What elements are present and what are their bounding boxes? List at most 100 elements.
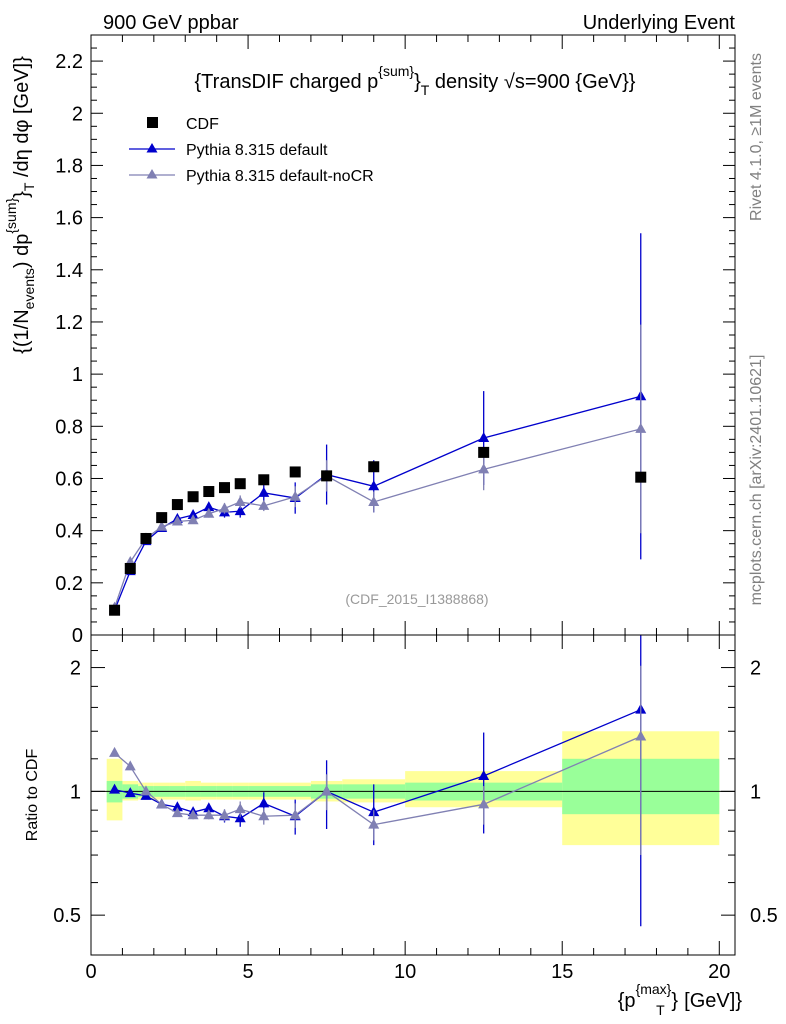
header-left: 900 GeV ppbar bbox=[103, 12, 239, 34]
data-point bbox=[289, 490, 301, 501]
ratio-data-point bbox=[321, 785, 333, 796]
y-tick-label: 0.4 bbox=[55, 521, 83, 543]
ratio-data-point bbox=[258, 797, 270, 808]
main-y-axis-label: {(1/Nevents) dp{sum}}T /dη dφ [GeV]} bbox=[3, 56, 37, 354]
main-x-ticks bbox=[90, 35, 720, 635]
data-point bbox=[234, 495, 246, 506]
x-axis: 0 5 10 15 20 bbox=[85, 635, 730, 983]
legend-label-cdf: CDF bbox=[186, 116, 219, 133]
mcplots-label: mcplots.cern.ch [arXiv:2401.10621] bbox=[748, 355, 765, 606]
legend-marker-nocr bbox=[146, 169, 158, 179]
legend-label-default: Pythia 8.315 default bbox=[186, 142, 328, 159]
main-y-axis: 0 0.2 0.4 0.6 0.8 1 1.2 1.4 1.6 1.8 2 2.2 bbox=[55, 47, 735, 647]
data-point bbox=[258, 474, 270, 486]
ratio-data-point bbox=[187, 809, 199, 820]
data-point bbox=[219, 482, 231, 494]
data-point bbox=[109, 604, 121, 616]
ratio-data-point bbox=[478, 769, 490, 780]
ratio-uncertainty-bands bbox=[106, 731, 720, 846]
y-tick-label: 1.4 bbox=[55, 260, 83, 282]
legend-marker-cdf bbox=[147, 117, 158, 128]
data-point bbox=[258, 486, 270, 497]
ratio-data-point bbox=[124, 787, 136, 798]
y-tick-label: 0.2 bbox=[55, 573, 83, 595]
data-point bbox=[368, 495, 380, 506]
data-point bbox=[635, 422, 647, 433]
ratio-data-point bbox=[219, 809, 231, 820]
ratio-data-point bbox=[109, 783, 121, 794]
ratio-y-tick-label: 0.5 bbox=[53, 905, 81, 927]
data-point bbox=[289, 466, 301, 478]
ratio-data-point bbox=[203, 802, 215, 813]
ratio-data-point bbox=[140, 785, 152, 796]
data-point bbox=[258, 499, 270, 510]
ratio-data-point bbox=[258, 810, 270, 821]
series-cdf-markers bbox=[109, 446, 647, 616]
ratio-data-point bbox=[478, 798, 490, 809]
main-panel: 0 0.2 0.4 0.6 0.8 1 1.2 1.4 1.6 1.8 2 2.2 {TransDIF… bbox=[3, 34, 736, 647]
ratio-data-point bbox=[171, 807, 183, 818]
ratio-y-axis: 0.5 0.5 1 1 2 2 bbox=[53, 650, 778, 927]
data-point bbox=[187, 509, 199, 519]
data-point bbox=[203, 486, 215, 498]
ratio-data-layer bbox=[109, 635, 647, 927]
y-tick-label: 0.6 bbox=[55, 468, 83, 490]
data-point bbox=[368, 480, 380, 491]
ratio-series-nocr bbox=[109, 665, 647, 856]
series-default bbox=[109, 233, 647, 615]
y-tick-label: 1.2 bbox=[55, 312, 83, 334]
ratio-y-tick-label: 1 bbox=[70, 781, 81, 803]
data-point bbox=[203, 507, 215, 518]
data-point bbox=[478, 446, 490, 458]
ratio-y-tick-label-right: 1 bbox=[750, 781, 761, 803]
x-axis-label: {p{max}}T [GeV]} bbox=[618, 981, 743, 1018]
ratio-data-point bbox=[234, 803, 246, 814]
x-tick-label: 0 bbox=[85, 961, 96, 983]
data-point bbox=[478, 463, 490, 474]
ratio-y-tick-label: 2 bbox=[70, 658, 81, 680]
ratio-data-point bbox=[234, 812, 246, 823]
ratio-data-point bbox=[203, 809, 215, 820]
data-point bbox=[478, 432, 490, 443]
data-point bbox=[156, 512, 168, 524]
legend-marker-default bbox=[146, 143, 158, 153]
data-point bbox=[124, 562, 136, 574]
y-tick-label: 1 bbox=[72, 364, 83, 386]
y-tick-label: 1.8 bbox=[55, 155, 83, 177]
legend-label-nocr: Pythia 8.315 default-noCR bbox=[186, 168, 374, 185]
ratio-data-point bbox=[124, 760, 136, 771]
data-point bbox=[156, 520, 168, 531]
y-tick-label: 2.2 bbox=[55, 51, 83, 73]
ratio-data-point bbox=[368, 818, 380, 829]
ratio-y-axis-label: Ratio to CDF bbox=[24, 749, 41, 842]
rivet-label: Rivet 4.1.0, ≥1M events bbox=[748, 53, 765, 221]
data-point bbox=[234, 505, 246, 516]
ratio-panel: 0.5 0.5 1 1 2 2 0 5 10 15 20 Ratio to CDF {p{max}… bbox=[24, 634, 778, 1018]
data-point bbox=[140, 532, 152, 544]
x-tick-label: 5 bbox=[243, 961, 254, 983]
y-tick-label: 2 bbox=[72, 103, 83, 125]
y-tick-label: 0 bbox=[72, 625, 83, 647]
ratio-data-point bbox=[289, 809, 301, 820]
y-tick-label: 0.8 bbox=[55, 416, 83, 438]
data-point bbox=[368, 461, 380, 473]
data-point bbox=[321, 470, 333, 482]
data-point bbox=[635, 471, 647, 483]
ratio-y-tick-label-right: 2 bbox=[750, 658, 761, 680]
x-tick-label: 20 bbox=[708, 961, 730, 983]
ratio-data-point bbox=[635, 730, 647, 741]
header-right: Underlying Event bbox=[583, 12, 736, 34]
data-point bbox=[219, 502, 231, 513]
ratio-data-point bbox=[171, 801, 183, 812]
ratio-y-tick-label-right: 0.5 bbox=[750, 905, 778, 927]
x-tick-label: 15 bbox=[551, 961, 573, 983]
analysis-annotation: (CDF_2015_I1388868) bbox=[345, 591, 488, 607]
data-point bbox=[187, 491, 199, 503]
ratio-frame bbox=[90, 634, 736, 956]
legend: CDF Pythia 8.315 default Pythia 8.315 de… bbox=[129, 116, 374, 185]
main-data-layer bbox=[109, 233, 647, 616]
data-point bbox=[171, 499, 183, 511]
data-point bbox=[187, 514, 199, 525]
data-point bbox=[171, 515, 183, 526]
